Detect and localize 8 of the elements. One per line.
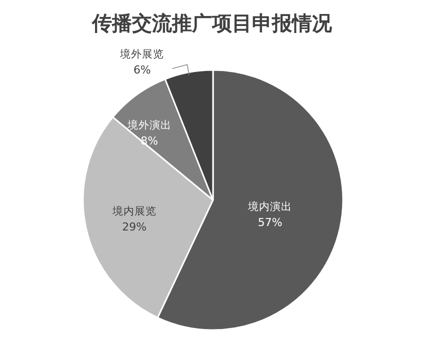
data-label: 57% bbox=[258, 216, 282, 229]
slice-label: 境外演出 bbox=[126, 118, 172, 132]
slice-label: 境内演出 bbox=[247, 200, 292, 213]
data-label: 29% bbox=[122, 220, 147, 234]
chart-title: 传播交流推广项目申报情况 bbox=[91, 11, 333, 35]
slice-label: 境外展览 bbox=[119, 48, 164, 61]
slice-label: 境内展览 bbox=[111, 204, 156, 218]
data-label: 6% bbox=[133, 64, 151, 77]
